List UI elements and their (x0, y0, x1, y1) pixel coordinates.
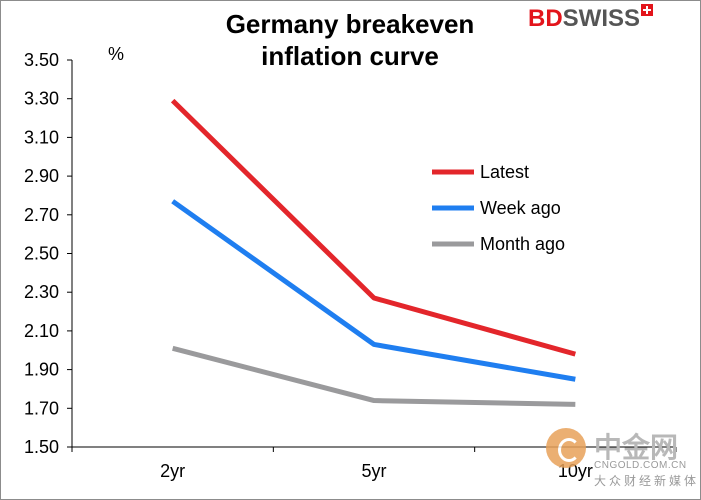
x-axis-ticks: 2yr 5yr 10yr (71, 447, 677, 481)
y-tick-label: 1.70 (24, 398, 59, 418)
logo-text-swiss: SWISS (562, 5, 641, 32)
x-tick-label: 5yr (361, 461, 386, 481)
legend: Latest Week ago Month ago (432, 162, 565, 254)
bdswiss-logo: BDSWISS (528, 4, 654, 32)
y-tick-label: 2.30 (24, 282, 59, 302)
swiss-cross-icon (641, 4, 654, 16)
series-lines (170, 98, 577, 407)
y-axis-ticks: 3.50 3.30 3.10 2.90 2.70 2.50 2.30 2.10 1.90 1.70… (24, 50, 72, 457)
axes (71, 60, 676, 448)
y-tick-label: 3.50 (24, 50, 59, 70)
y-tick-label: 2.70 (24, 205, 59, 225)
y-tick-label: 1.50 (24, 437, 59, 457)
chart-title-line-2: inflation curve (261, 41, 439, 71)
x-tick-label: 2yr (160, 461, 185, 481)
y-tick-label: 2.10 (24, 321, 59, 341)
series-line-month-ago (172, 345, 576, 407)
y-tick-label: 3.30 (24, 89, 59, 109)
y-axis-unit-label: % (108, 44, 125, 64)
x-tick-label: 10yr (558, 461, 593, 481)
chart-title-line-1: Germany breakeven (225, 9, 475, 39)
series-line-latest (170, 98, 577, 357)
y-tick-label: 2.50 (24, 244, 59, 264)
y-tick-label: 1.90 (24, 360, 59, 380)
y-tick-label: 2.90 (24, 166, 59, 186)
legend-label-month-ago: Month ago (480, 234, 565, 254)
y-tick-label: 3.10 (24, 127, 59, 147)
series-line-week-ago (171, 199, 576, 382)
chart-title: Germany breakeven inflation curve (180, 8, 520, 72)
legend-label-week-ago: Week ago (480, 198, 561, 218)
legend-label-latest: Latest (480, 162, 529, 182)
logo-text-bd: BD (528, 5, 563, 32)
